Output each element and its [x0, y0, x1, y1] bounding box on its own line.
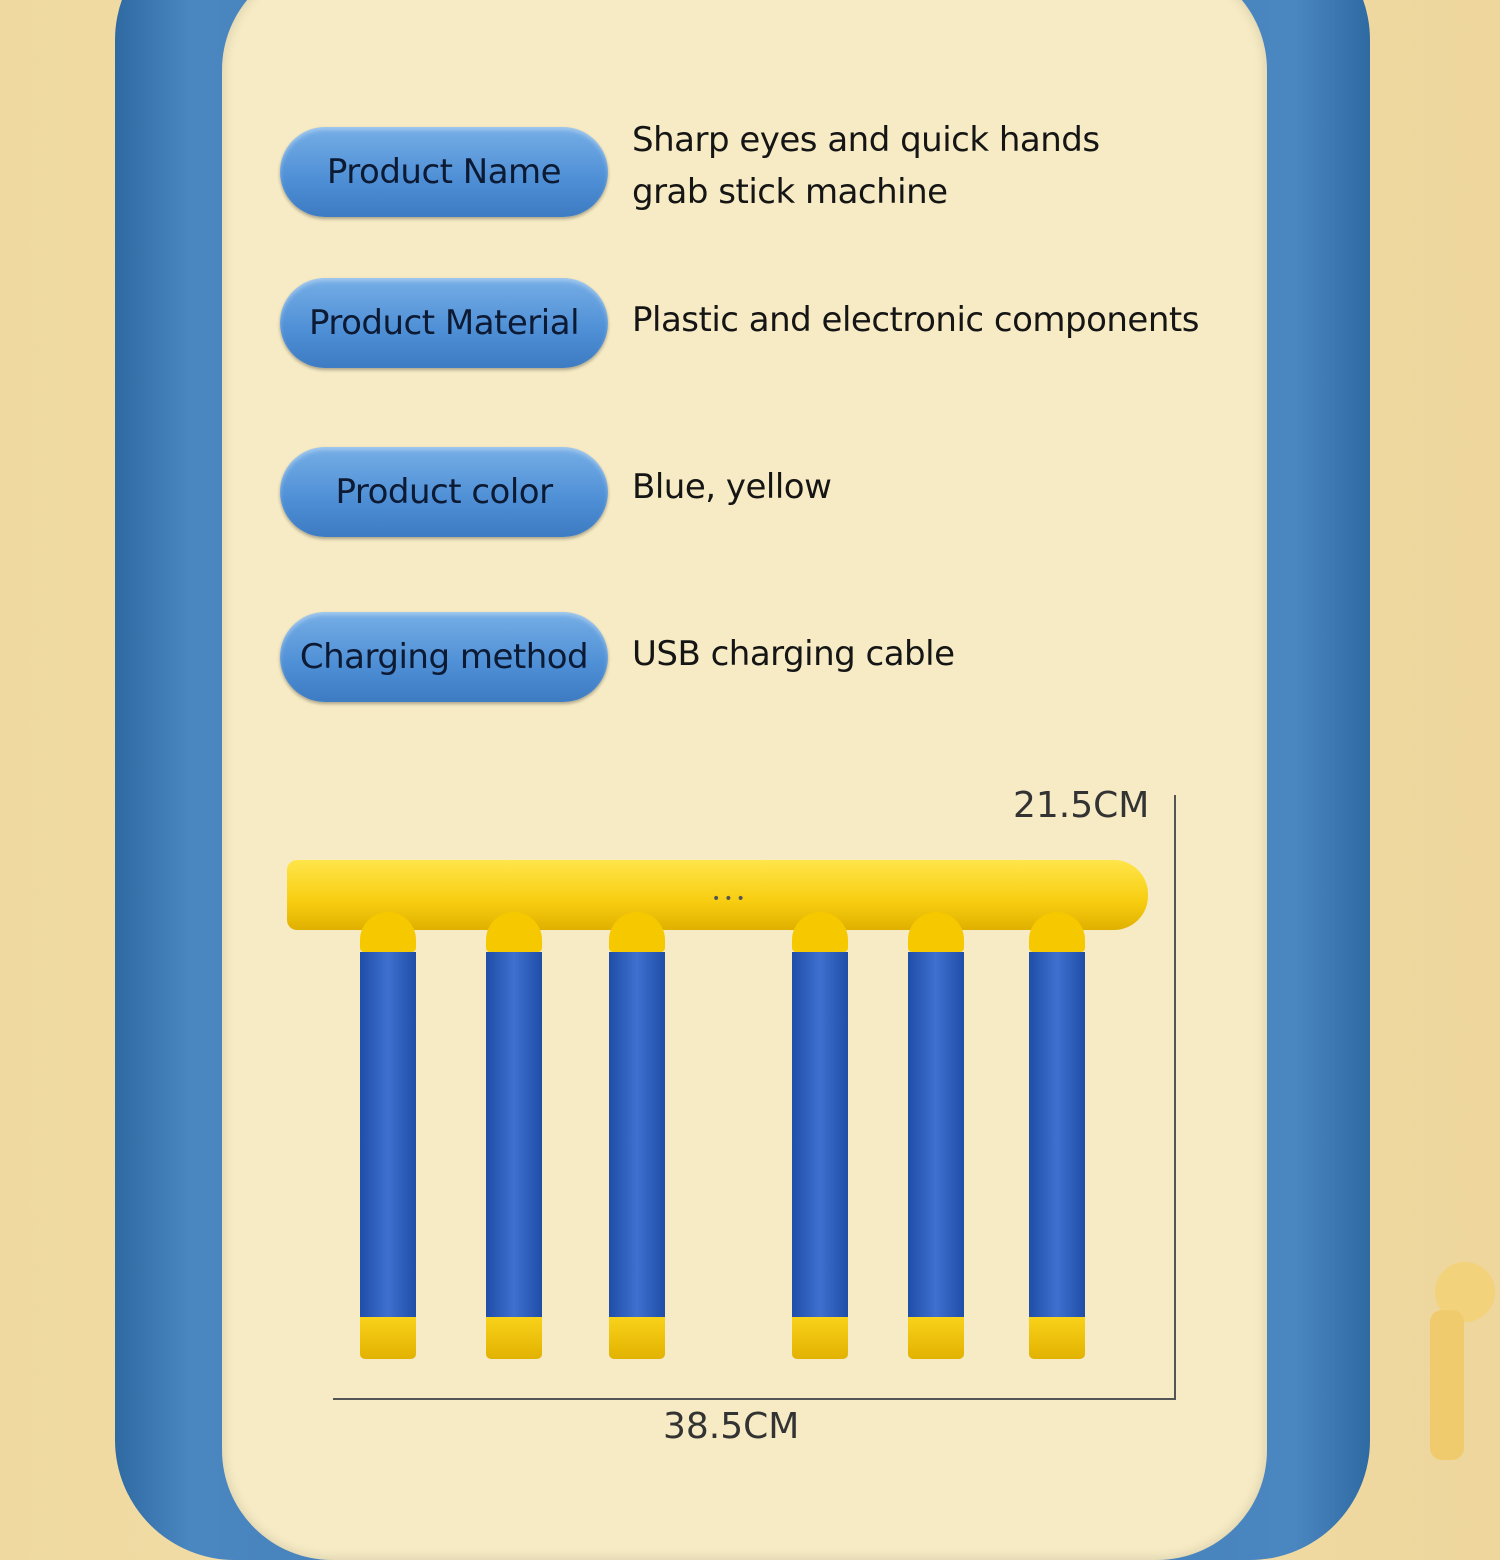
foam-stick — [486, 912, 542, 1359]
spec-value-material: Plastic and electronic components — [632, 300, 1199, 340]
spec-value-color: Blue, yellow — [632, 467, 832, 507]
lever-handle — [1430, 1310, 1464, 1460]
foam-stick — [792, 912, 848, 1359]
width-dimension-line — [333, 1398, 1176, 1400]
foam-stick — [360, 912, 416, 1359]
spec-value-charging: USB charging cable — [632, 634, 955, 674]
height-dimension-line — [1174, 795, 1176, 1400]
foam-stick — [1029, 912, 1085, 1359]
spec-label-name: Product Name — [280, 127, 608, 217]
foam-stick — [609, 912, 665, 1359]
height-dimension-label: 21.5CM — [1013, 785, 1150, 826]
indicator-dots: ••• — [712, 891, 749, 907]
spec-label-material: Product Material — [280, 278, 608, 368]
spec-value-name: Sharp eyes and quick hands grab stick ma… — [632, 120, 1100, 212]
width-dimension-label: 38.5CM — [663, 1406, 800, 1447]
spec-label-color: Product color — [280, 447, 608, 537]
stick-machine-bar — [287, 860, 1148, 930]
foam-stick — [908, 912, 964, 1359]
spec-label-charging: Charging method — [280, 612, 608, 702]
